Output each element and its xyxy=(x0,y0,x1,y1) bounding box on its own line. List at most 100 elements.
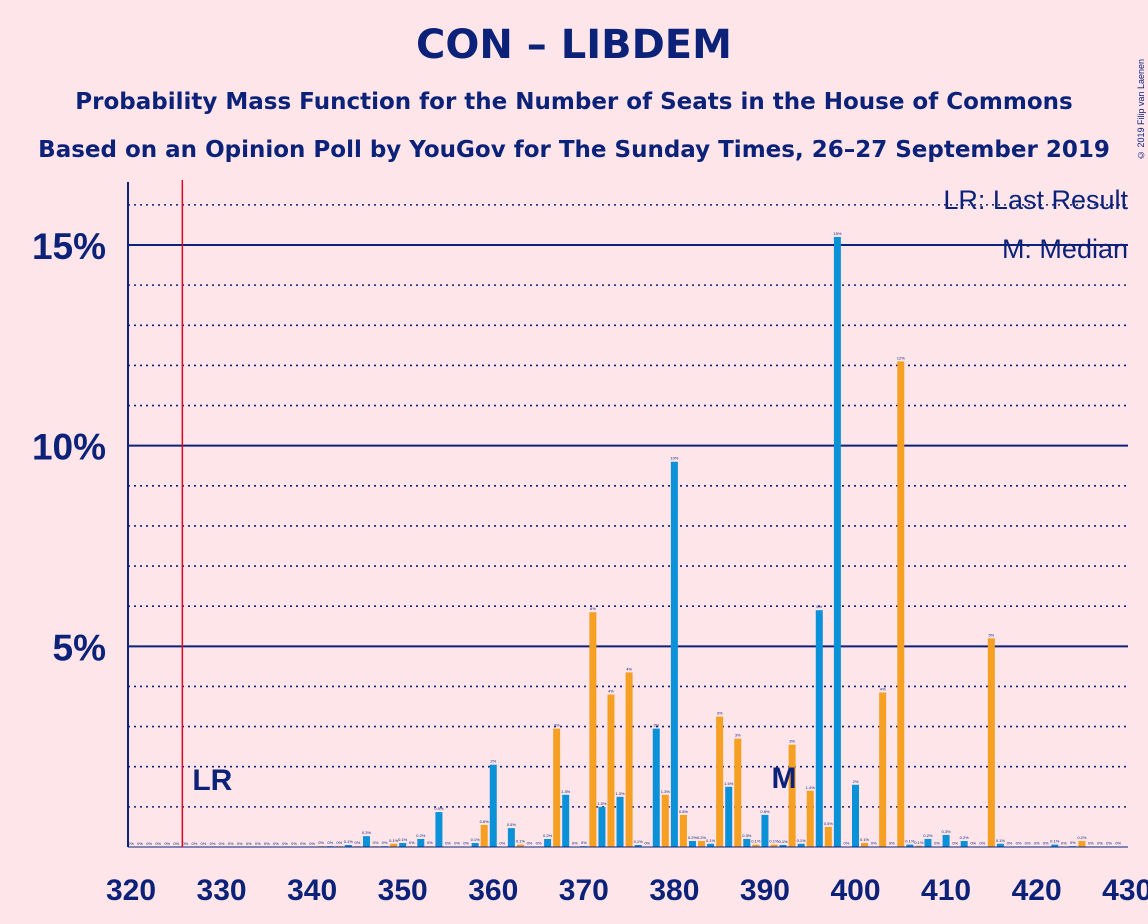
bar-value-label: 2% xyxy=(853,779,859,784)
bar-value-label: 0% xyxy=(889,841,895,846)
bar-blue-350 xyxy=(399,842,407,847)
bar-blue-412 xyxy=(960,840,968,847)
bar-value-label: 0.3% xyxy=(362,830,372,835)
y-tick-label: 10% xyxy=(32,427,106,468)
bar-value-label: 0% xyxy=(1007,841,1013,846)
bar-orange-397 xyxy=(824,826,832,847)
bar-value-label: 0.1% xyxy=(634,839,644,844)
bar-blue-382 xyxy=(688,840,696,847)
bar-value-label: 0% xyxy=(228,841,234,846)
bar-value-label: 0.5% xyxy=(507,822,517,827)
x-tick-label: 410 xyxy=(921,874,971,907)
bar-blue-360 xyxy=(489,764,497,847)
bar-labels: 0% 0% 0% 0% 0% 0% 0% 0% 0% 0% 0% 0% 0.1%0.3%0%0.1%0.… xyxy=(128,231,1121,846)
bar-value-label: 4% xyxy=(880,686,886,691)
bar-value-label: 0% xyxy=(1025,841,1031,846)
bar-value-label: 0% xyxy=(1070,840,1076,845)
bar-value-label: 1.5% xyxy=(724,781,734,786)
bar-blue-416 xyxy=(996,843,1004,847)
bar-blue-378 xyxy=(652,728,660,847)
bar-value-label: 5% xyxy=(988,632,994,637)
bar-value-label: 0% xyxy=(970,841,976,846)
bar-value-label: 0% xyxy=(1061,841,1067,846)
bar-value-label: 0% xyxy=(1043,841,1049,846)
bar-blue-422 xyxy=(1051,844,1059,847)
bar-blue-372 xyxy=(598,806,606,847)
bar-value-label: 0.2% xyxy=(416,833,426,838)
bar-value-label: 0% xyxy=(173,841,179,846)
bar-value-label: 0.1% xyxy=(344,839,354,844)
bar-value-label: 0.2% xyxy=(688,835,698,840)
bar-value-label: 3% xyxy=(653,723,659,728)
bar-orange-387 xyxy=(734,738,742,847)
bar-value-label: 0.1% xyxy=(389,838,399,843)
bars xyxy=(317,236,1122,847)
bar-value-label: 0.3% xyxy=(942,829,952,834)
bar-value-label: 0.1% xyxy=(860,837,870,842)
bar-value-label: 0% xyxy=(336,840,342,845)
bar-blue-400 xyxy=(852,784,860,847)
bar-value-label: 0.2% xyxy=(543,833,553,838)
bar-value-label: 0% xyxy=(164,841,170,846)
x-tick-label: 400 xyxy=(830,874,880,907)
bar-value-label: 3% xyxy=(789,739,795,744)
bar-blue-392 xyxy=(779,844,787,847)
bar-value-label: 0% xyxy=(309,841,315,846)
bar-value-label: 0% xyxy=(318,840,324,845)
bar-blue-366 xyxy=(544,838,552,847)
bar-orange-363 xyxy=(516,844,524,847)
bar-value-label: 0% xyxy=(1097,841,1103,846)
bar-value-label: 0% xyxy=(264,841,270,846)
bar-value-label: 0% xyxy=(409,840,415,845)
bar-value-label: 0% xyxy=(182,841,188,846)
bar-value-label: 0.1% xyxy=(516,839,526,844)
y-tick-label: 5% xyxy=(53,627,106,668)
bar-value-label: 0.1% xyxy=(398,837,408,842)
bar-orange-407 xyxy=(915,845,923,847)
bar-value-label: 0.2% xyxy=(960,835,970,840)
bar-value-label: 4% xyxy=(626,666,632,671)
bar-orange-393 xyxy=(788,744,796,847)
bar-orange-389 xyxy=(752,844,760,847)
bar-blue-346 xyxy=(362,836,370,847)
bar-orange-403 xyxy=(879,692,887,847)
bar-value-label: 0% xyxy=(300,841,306,846)
bar-value-label: 0% xyxy=(952,841,958,846)
bar-orange-415 xyxy=(987,638,995,847)
bar-blue-384 xyxy=(707,843,715,847)
bar-value-label: 0.2% xyxy=(697,835,707,840)
bar-value-label: 0% xyxy=(572,841,578,846)
bar-orange-385 xyxy=(716,716,724,847)
last-result-marker: LR xyxy=(192,764,232,797)
bar-value-label: 6% xyxy=(590,606,596,611)
bar-value-label: 0% xyxy=(246,841,252,846)
bar-value-label: 0% xyxy=(373,840,379,845)
bar-value-label: 0.2% xyxy=(1077,835,1087,840)
chart-subtitle: Probability Mass Function for the Number… xyxy=(75,89,1073,115)
bar-blue-410 xyxy=(942,834,950,847)
chart-title: CON – LIBDEM xyxy=(416,22,732,68)
bar-value-label: 0.8% xyxy=(760,809,770,814)
bar-value-label: 0.8% xyxy=(679,809,689,814)
bar-value-label: 10% xyxy=(670,456,678,461)
bar-orange-359 xyxy=(480,824,488,847)
bar-value-label: 0% xyxy=(1115,841,1121,846)
x-tick-label: 430 xyxy=(1102,874,1148,907)
bar-orange-375 xyxy=(625,672,633,847)
bar-value-label: 1.4% xyxy=(806,785,816,790)
bar-value-label: 0% xyxy=(979,841,985,846)
bar-value-label: 1.3% xyxy=(561,789,571,794)
bar-blue-390 xyxy=(761,814,769,847)
x-tick-label: 360 xyxy=(468,874,518,907)
x-tick-label: 330 xyxy=(197,874,247,907)
bar-value-label: 0% xyxy=(382,840,388,845)
bar-blue-368 xyxy=(562,794,570,847)
bar-orange-367 xyxy=(553,728,561,847)
bar-value-label: 0% xyxy=(1034,841,1040,846)
bar-orange-405 xyxy=(897,361,905,847)
bar-value-label: 6% xyxy=(816,604,822,609)
legend-median: M: Median xyxy=(1002,234,1128,264)
x-tick-label: 320 xyxy=(106,874,156,907)
bar-value-label: 0% xyxy=(1106,841,1112,846)
bar-value-label: 0% xyxy=(128,841,134,846)
